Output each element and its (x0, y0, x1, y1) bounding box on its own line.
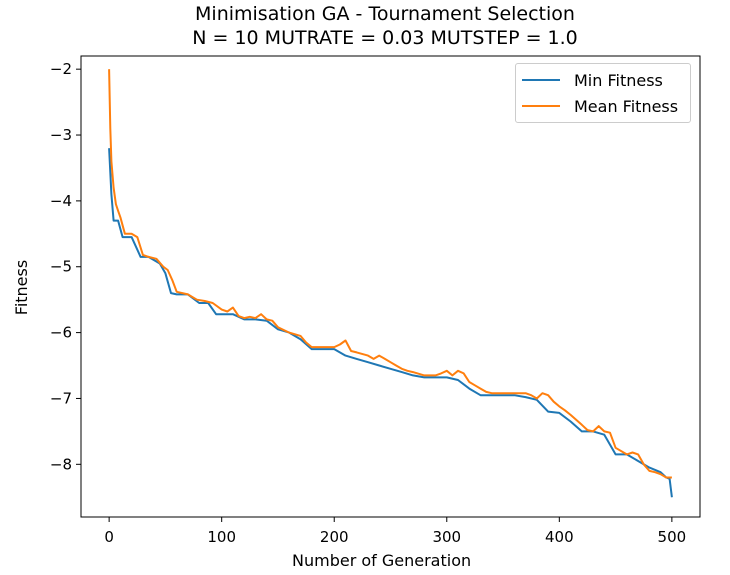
x-tick-label: 400 (545, 528, 574, 546)
chart-subtitle: N = 10 MUTRATE = 0.03 MUTSTEP = 1.0 (192, 27, 578, 49)
plot-frame (80, 55, 701, 518)
y-tick-label: −4 (50, 192, 72, 210)
legend-label-mean: Mean Fitness (574, 96, 679, 116)
y-tick-label: −6 (50, 324, 72, 342)
legend: Min Fitness Mean Fitness (515, 63, 691, 123)
y-tick-label: −7 (50, 389, 72, 407)
y-tick-label: −5 (50, 258, 72, 276)
chart-title: Minimisation GA - Tournament Selection (195, 3, 575, 25)
series-line-mean-fitness (108, 69, 672, 479)
y-axis-label: Fitness (12, 259, 32, 316)
y-tick-label: −3 (50, 126, 72, 144)
x-tick-label: 200 (320, 528, 349, 546)
x-axis-label: Number of Generation (292, 551, 472, 570)
legend-swatch-mean (522, 105, 560, 107)
y-tick-label: −8 (50, 455, 72, 473)
x-tick-label: 500 (658, 528, 687, 546)
x-tick-label: 0 (104, 528, 114, 546)
series-line-min-fitness (108, 148, 673, 498)
x-tick-label: 100 (207, 528, 236, 546)
legend-label-min: Min Fitness (574, 70, 663, 90)
x-tick-label: 300 (432, 528, 461, 546)
legend-item-min: Min Fitness (522, 70, 663, 90)
y-tick-label: −2 (50, 60, 72, 78)
legend-item-mean: Mean Fitness (522, 96, 678, 116)
legend-swatch-min (522, 79, 560, 81)
